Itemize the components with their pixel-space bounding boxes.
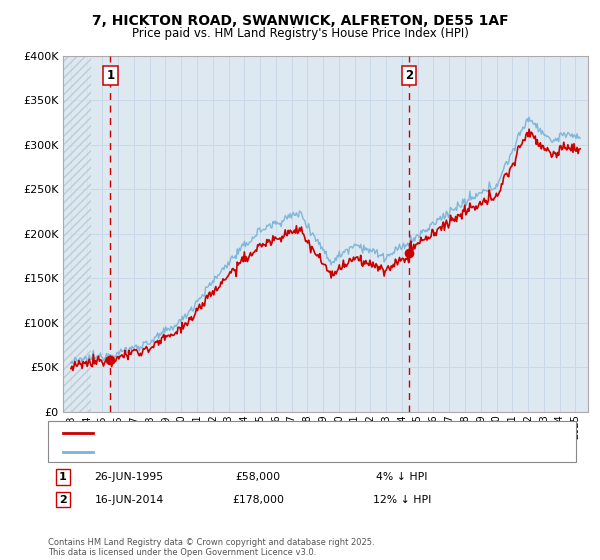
Bar — [63, 56, 91, 412]
Text: 2: 2 — [405, 69, 413, 82]
Text: 4% ↓ HPI: 4% ↓ HPI — [376, 472, 428, 482]
Text: Contains HM Land Registry data © Crown copyright and database right 2025.
This d: Contains HM Land Registry data © Crown c… — [48, 538, 374, 557]
Text: £58,000: £58,000 — [235, 472, 281, 482]
Text: Price paid vs. HM Land Registry's House Price Index (HPI): Price paid vs. HM Land Registry's House … — [131, 27, 469, 40]
Text: 1: 1 — [59, 472, 67, 482]
Text: 2: 2 — [59, 494, 67, 505]
Text: HPI: Average price, detached house, Amber Valley: HPI: Average price, detached house, Ambe… — [99, 447, 349, 457]
Text: 16-JUN-2014: 16-JUN-2014 — [94, 494, 164, 505]
Text: £178,000: £178,000 — [232, 494, 284, 505]
Text: 26-JUN-1995: 26-JUN-1995 — [94, 472, 164, 482]
Text: 7, HICKTON ROAD, SWANWICK, ALFRETON, DE55 1AF: 7, HICKTON ROAD, SWANWICK, ALFRETON, DE5… — [92, 14, 508, 28]
Text: 7, HICKTON ROAD, SWANWICK, ALFRETON, DE55 1AF (detached house): 7, HICKTON ROAD, SWANWICK, ALFRETON, DE5… — [99, 428, 455, 437]
Text: 12% ↓ HPI: 12% ↓ HPI — [373, 494, 431, 505]
Text: 1: 1 — [106, 69, 115, 82]
